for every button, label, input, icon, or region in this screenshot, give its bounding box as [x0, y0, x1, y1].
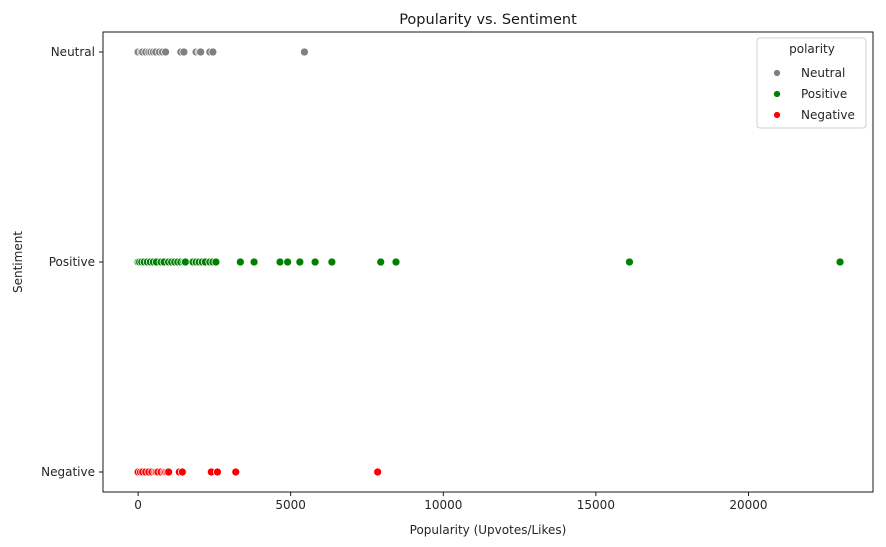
- x-tick-label: 10000: [424, 498, 462, 512]
- plot-frame: [102, 31, 874, 493]
- legend-box: [756, 37, 867, 129]
- legend-marker: [773, 69, 781, 77]
- data-point: [235, 257, 245, 267]
- data-point: [310, 257, 320, 267]
- series-neutral: [133, 47, 309, 57]
- data-point: [161, 47, 170, 57]
- legend-marker: [773, 90, 781, 98]
- data-point: [196, 47, 206, 57]
- data-point: [164, 467, 173, 477]
- series-positive: [133, 257, 845, 267]
- data-point: [211, 257, 221, 267]
- y-tick-label: Neutral: [51, 45, 95, 59]
- data-point: [295, 257, 305, 267]
- data-point: [179, 47, 189, 57]
- data-point: [283, 257, 293, 267]
- data-point: [213, 467, 222, 477]
- data-point: [327, 257, 337, 267]
- legend-title: polarity: [789, 42, 835, 56]
- x-axis-title: Popularity (Upvotes/Likes): [410, 523, 567, 537]
- x-tick-label: 5000: [275, 498, 306, 512]
- data-point: [373, 467, 383, 477]
- data-point: [391, 257, 401, 267]
- x-tick-label: 15000: [577, 498, 615, 512]
- legend-entry-label: Negative: [801, 108, 855, 122]
- y-axis: Neutral Positive Negative: [41, 45, 103, 479]
- data-point: [231, 467, 241, 477]
- chart-title: Popularity vs. Sentiment: [399, 12, 577, 28]
- data-point: [376, 257, 386, 267]
- data-point: [300, 47, 309, 57]
- x-tick-label: 0: [134, 498, 142, 512]
- x-axis: 0 5000 10000 15000 20000: [134, 492, 768, 512]
- data-point: [177, 467, 187, 477]
- data-points: [133, 47, 845, 477]
- plot-area: [102, 31, 874, 493]
- y-tick-label: Negative: [41, 465, 95, 479]
- legend-entry-label: Neutral: [801, 66, 845, 80]
- data-point: [835, 257, 845, 267]
- y-tick-label: Positive: [49, 255, 95, 269]
- series-negative: [133, 467, 383, 477]
- data-point: [275, 257, 285, 267]
- data-point: [625, 257, 634, 267]
- data-point: [181, 257, 190, 267]
- legend-marker: [773, 111, 781, 119]
- legend: polarity Neutral Positive Negative: [756, 37, 867, 129]
- data-point: [249, 257, 259, 267]
- x-tick-label: 20000: [729, 498, 767, 512]
- legend-entry-label: Positive: [801, 87, 847, 101]
- data-point: [208, 47, 218, 57]
- y-axis-title: Sentiment: [11, 231, 25, 293]
